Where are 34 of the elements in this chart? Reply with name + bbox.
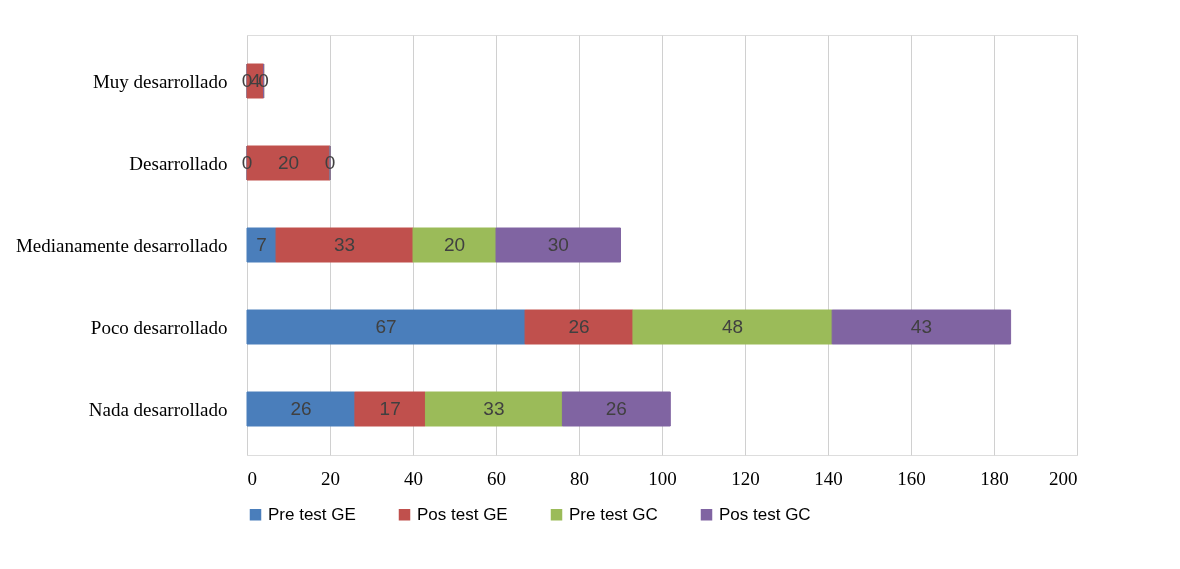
x-tick-label: 20 [321, 467, 340, 489]
y-tick-label: Muy desarrollado [92, 70, 228, 92]
x-tick-label: 140 [814, 467, 843, 489]
data-label: 17 [379, 398, 401, 419]
data-label: 33 [483, 398, 505, 419]
data-label: 48 [721, 316, 744, 337]
legend-label: Pos test GC [719, 504, 811, 524]
x-tick-label: 80 [570, 467, 589, 489]
data-label: 26 [568, 316, 590, 337]
legend-label: Pre test GE [268, 504, 356, 524]
data-label: 67 [375, 316, 397, 337]
y-tick-label: Medianamente desarrollado [15, 234, 228, 256]
x-tick-label: 160 [897, 467, 926, 489]
y-tick-label: Nada desarrollado [88, 398, 228, 420]
data-label: 26 [290, 398, 312, 419]
data-label: 43 [910, 316, 932, 337]
data-label: 20 [443, 234, 466, 255]
y-tick-label: Desarrollado [129, 152, 228, 174]
x-tick-label: 60 [487, 467, 506, 489]
x-tick-label: 200 [1049, 467, 1078, 489]
x-tick-label: 100 [648, 467, 677, 489]
x-tick-label: 40 [404, 467, 423, 489]
data-label: 33 [333, 234, 356, 255]
data-label: 0 [258, 70, 269, 91]
x-tick-label: 120 [731, 467, 760, 489]
data-label: 7 [256, 234, 267, 255]
legend-label: Pos test GE [417, 504, 508, 524]
legend-label: Pre test GC [569, 504, 658, 524]
x-tick-label: 0 [247, 467, 257, 489]
y-tick-label: Poco desarrollado [90, 316, 228, 338]
data-label: 20 [277, 152, 300, 173]
data-label: 30 [547, 234, 569, 255]
data-label: 26 [605, 398, 627, 419]
x-tick-label: 180 [980, 467, 1009, 489]
